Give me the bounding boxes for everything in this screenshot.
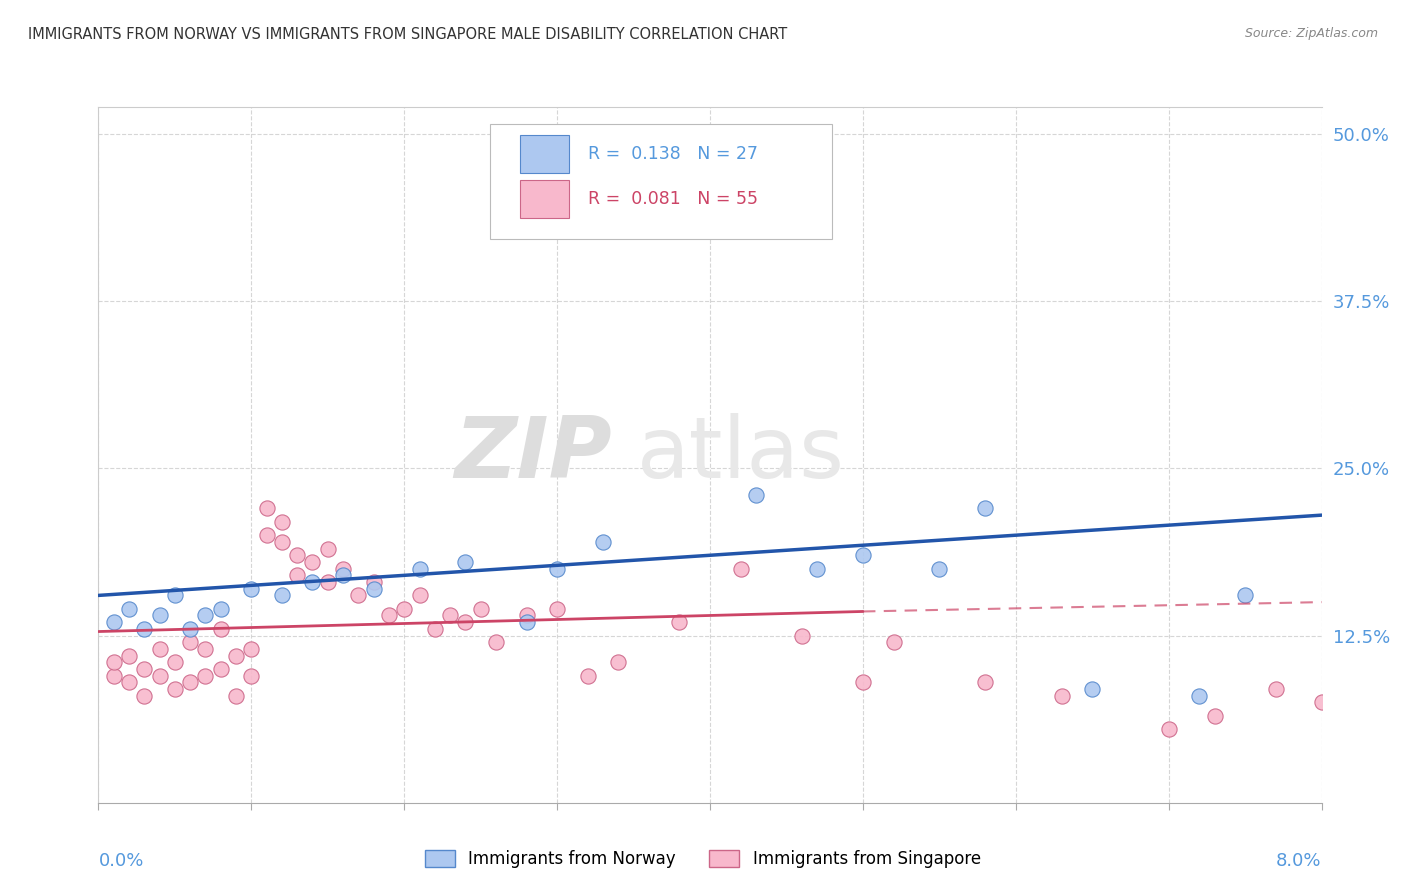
Legend: Immigrants from Norway, Immigrants from Singapore: Immigrants from Norway, Immigrants from …: [419, 843, 987, 875]
Text: R =  0.138   N = 27: R = 0.138 N = 27: [588, 145, 758, 163]
Text: ZIP: ZIP: [454, 413, 612, 497]
Point: [103, 669, 125, 683]
Point: [730, 562, 752, 576]
Point: [408, 562, 430, 576]
Point: [316, 575, 339, 590]
Point: [1234, 589, 1257, 603]
Text: R =  0.081   N = 55: R = 0.081 N = 55: [588, 190, 758, 208]
Point: [974, 675, 997, 690]
Point: [1081, 681, 1104, 696]
Point: [118, 602, 141, 616]
Point: [928, 562, 950, 576]
Point: [149, 608, 172, 623]
Bar: [520, 135, 569, 173]
Point: [240, 582, 263, 596]
Point: [1157, 723, 1180, 737]
Point: [470, 602, 492, 616]
Point: [576, 669, 599, 683]
Point: [883, 635, 905, 649]
Point: [852, 675, 875, 690]
Point: [179, 675, 201, 690]
Point: [209, 662, 232, 676]
Point: [301, 575, 323, 590]
Point: [516, 608, 538, 623]
Point: [668, 207, 690, 221]
Point: [179, 635, 201, 649]
Point: [194, 642, 217, 657]
Point: [745, 488, 768, 502]
Point: [118, 648, 141, 663]
Point: [439, 608, 461, 623]
Point: [668, 615, 690, 630]
Point: [225, 648, 247, 663]
Point: [974, 501, 997, 516]
Text: 8.0%: 8.0%: [1277, 852, 1322, 870]
Bar: [520, 180, 569, 219]
Point: [194, 669, 217, 683]
Point: [546, 602, 568, 616]
Point: [134, 622, 156, 636]
Point: [485, 635, 508, 649]
Point: [285, 548, 308, 563]
Point: [1050, 689, 1073, 703]
Point: [134, 689, 156, 703]
Point: [301, 555, 323, 569]
Point: [209, 602, 232, 616]
Point: [225, 689, 247, 703]
Point: [1204, 708, 1226, 723]
Point: [103, 615, 125, 630]
Point: [607, 655, 630, 669]
Point: [270, 515, 294, 529]
Point: [194, 608, 217, 623]
Point: [852, 548, 875, 563]
Point: [332, 562, 354, 576]
Point: [408, 589, 430, 603]
Point: [546, 562, 568, 576]
Point: [592, 535, 614, 549]
Point: [516, 615, 538, 630]
Point: [118, 675, 141, 690]
Point: [790, 628, 813, 642]
Point: [1188, 689, 1211, 703]
Text: 0.0%: 0.0%: [98, 852, 143, 870]
FancyBboxPatch shape: [489, 125, 832, 239]
Point: [240, 642, 263, 657]
Point: [149, 642, 172, 657]
Text: IMMIGRANTS FROM NORWAY VS IMMIGRANTS FROM SINGAPORE MALE DISABILITY CORRELATION : IMMIGRANTS FROM NORWAY VS IMMIGRANTS FRO…: [28, 27, 787, 42]
Point: [806, 562, 828, 576]
Point: [240, 669, 263, 683]
Point: [209, 622, 232, 636]
Point: [149, 669, 172, 683]
Point: [163, 655, 186, 669]
Point: [363, 582, 385, 596]
Point: [316, 541, 339, 556]
Point: [285, 568, 308, 582]
Point: [423, 622, 446, 636]
Point: [134, 662, 156, 676]
Point: [256, 501, 278, 516]
Point: [1310, 696, 1333, 710]
Point: [392, 602, 416, 616]
Point: [1264, 681, 1286, 696]
Point: [270, 535, 294, 549]
Point: [454, 615, 477, 630]
Point: [270, 589, 294, 603]
Point: [179, 622, 201, 636]
Text: Source: ZipAtlas.com: Source: ZipAtlas.com: [1244, 27, 1378, 40]
Point: [163, 681, 186, 696]
Point: [378, 608, 401, 623]
Point: [454, 555, 477, 569]
Point: [163, 589, 186, 603]
Point: [332, 568, 354, 582]
Point: [103, 655, 125, 669]
Point: [347, 589, 370, 603]
Point: [256, 528, 278, 542]
Point: [363, 575, 385, 590]
Text: atlas: atlas: [637, 413, 845, 497]
